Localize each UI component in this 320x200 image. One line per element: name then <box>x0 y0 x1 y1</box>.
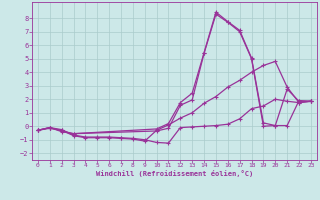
X-axis label: Windchill (Refroidissement éolien,°C): Windchill (Refroidissement éolien,°C) <box>96 170 253 177</box>
